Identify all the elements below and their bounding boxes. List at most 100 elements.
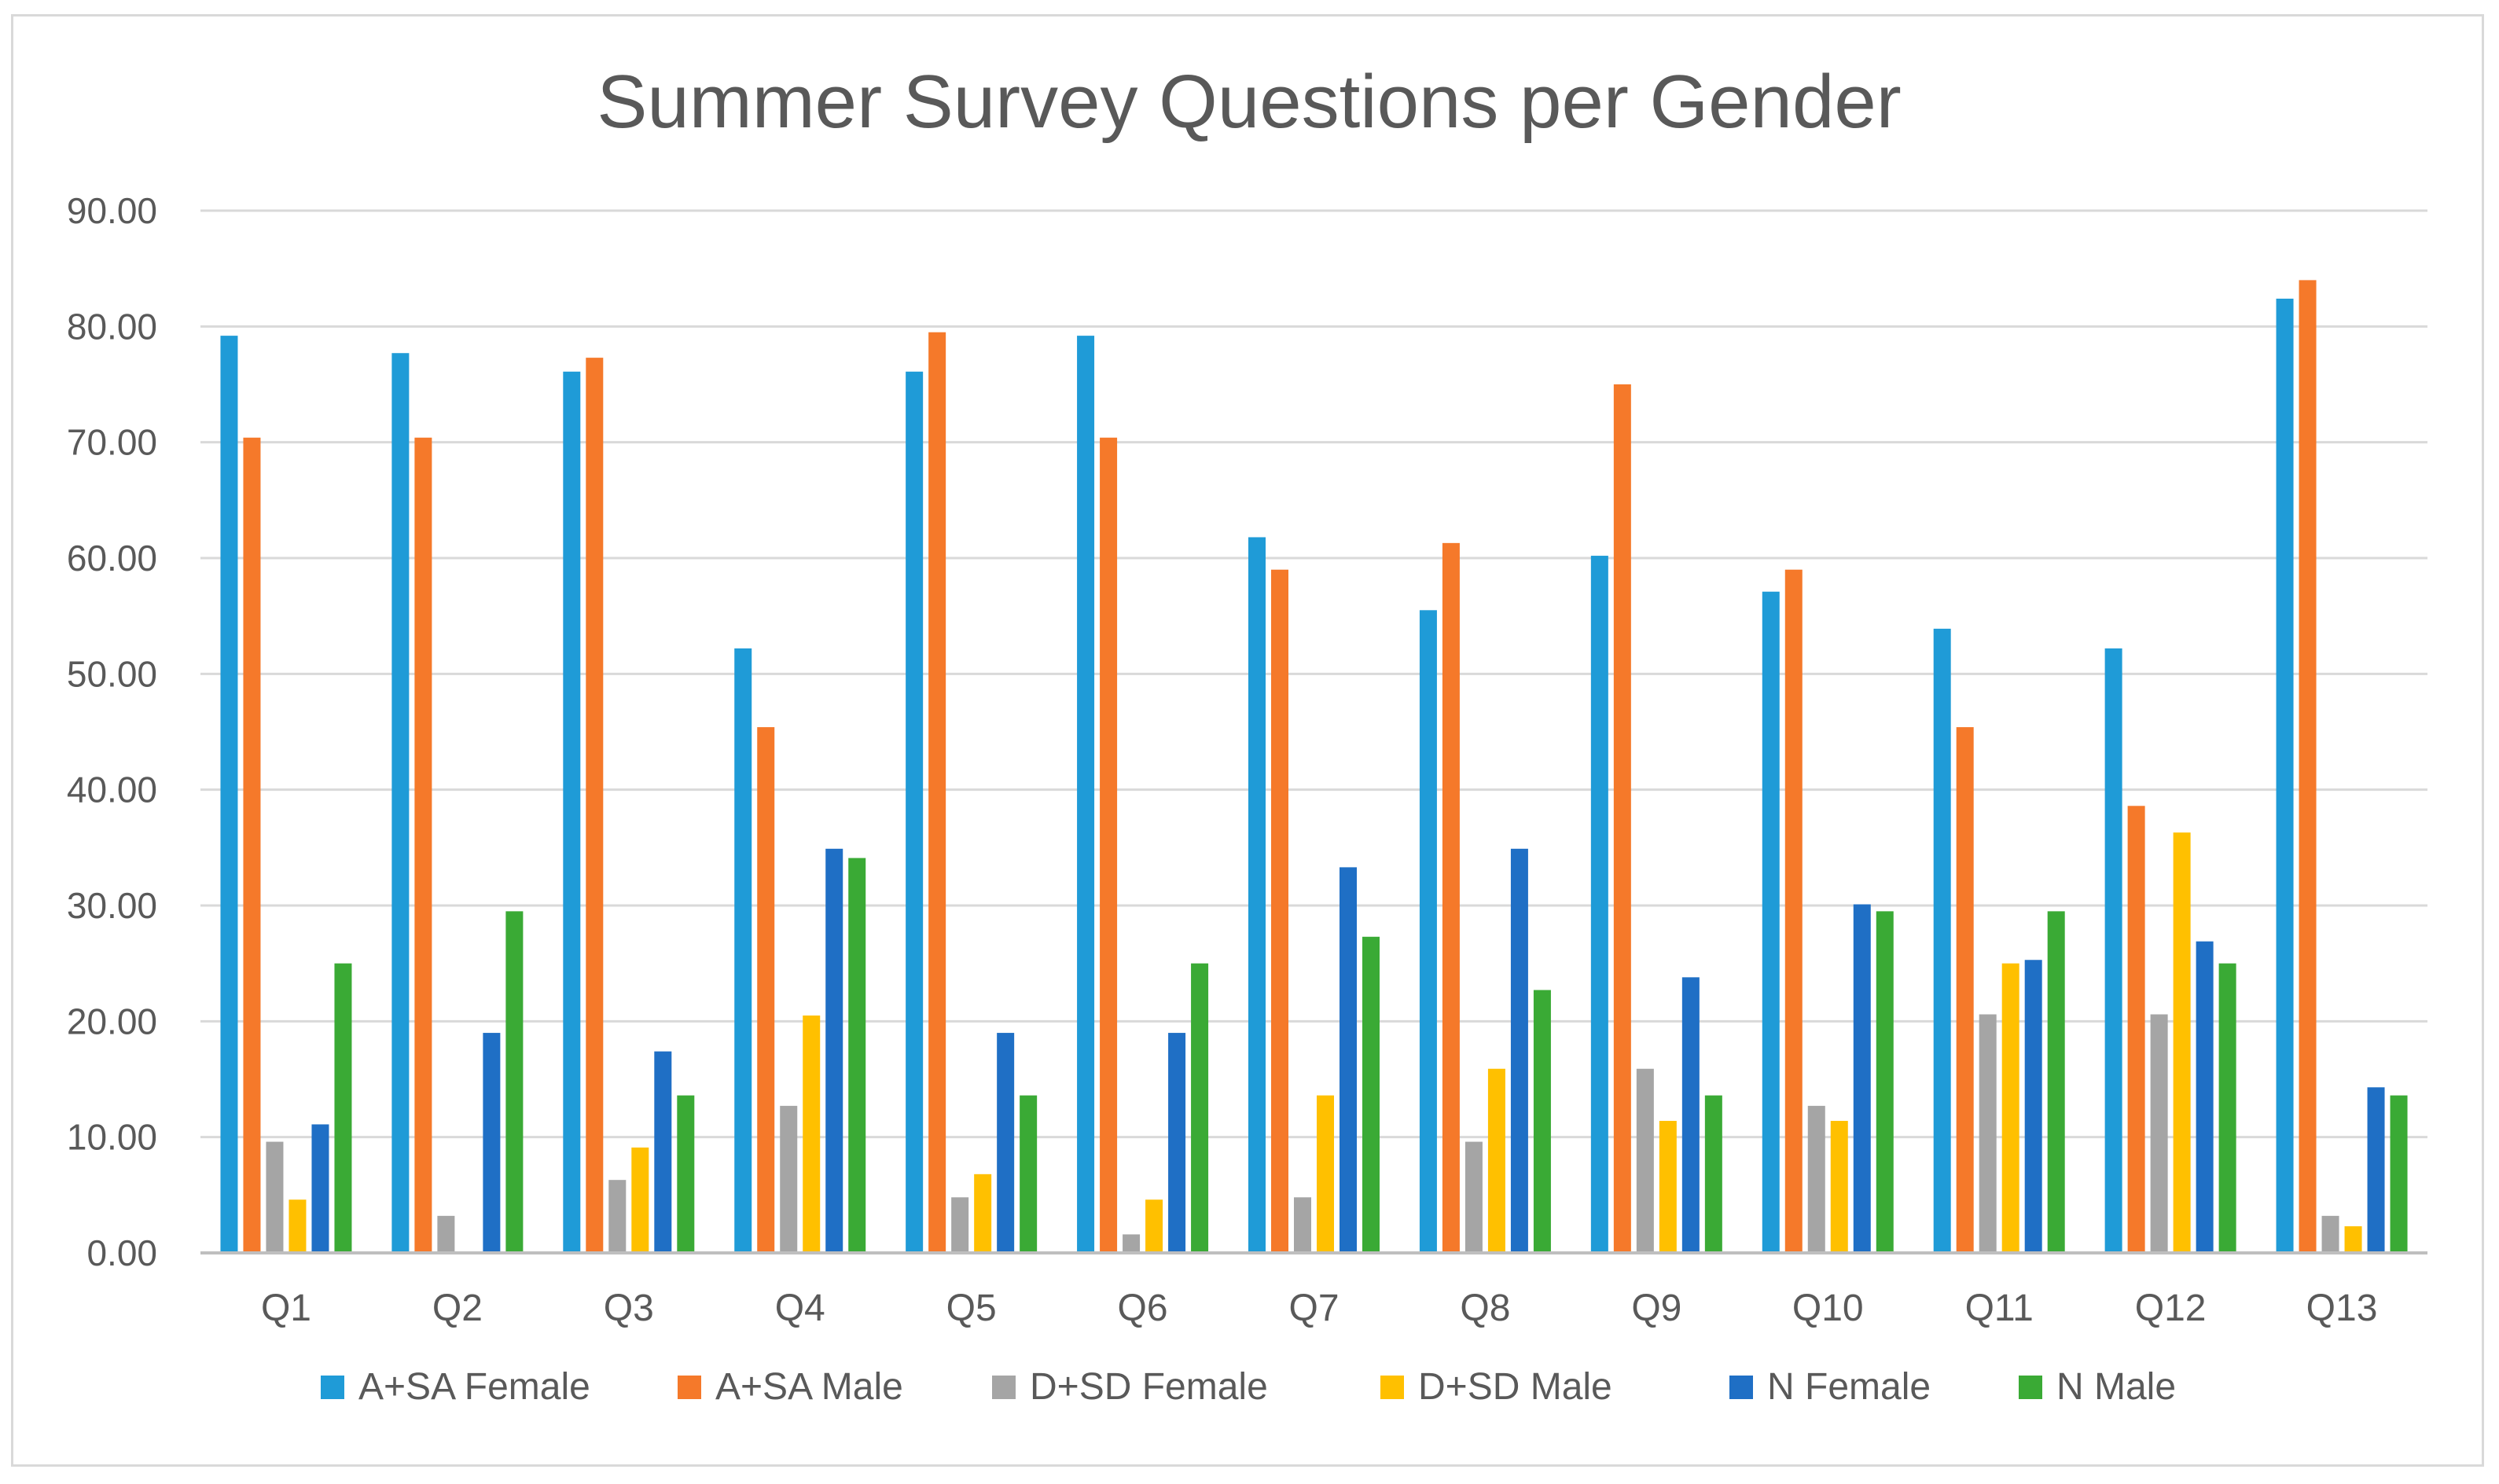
- x-tick-label: Q7: [1288, 1287, 1339, 1329]
- bar-q10-a-sa-male: [1784, 569, 1803, 1253]
- x-tick-label: Q5: [946, 1287, 997, 1329]
- bar-q6-d-sd-female: [1123, 1234, 1141, 1253]
- bar-q5-a-sa-female: [906, 371, 924, 1253]
- bar-q12-n-female: [2196, 941, 2214, 1253]
- bar-q8-n-female: [1510, 848, 1528, 1253]
- bar-q4-n-male: [848, 858, 866, 1253]
- x-tick-label: Q6: [1118, 1287, 1168, 1329]
- y-tick-label: 0.00: [86, 1232, 157, 1273]
- legend-swatch: [1380, 1376, 1404, 1399]
- bar-q4-a-sa-female: [734, 648, 752, 1253]
- bar-q2-n-female: [483, 1033, 501, 1253]
- x-tick-label: Q3: [604, 1287, 654, 1329]
- bar-q2-a-sa-female: [391, 353, 410, 1254]
- y-tick-label: 60.00: [67, 538, 157, 579]
- bar-q8-a-sa-male: [1442, 542, 1460, 1253]
- bar-q12-d-sd-male: [2173, 832, 2191, 1253]
- legend-swatch: [678, 1376, 701, 1399]
- bar-q9-n-female: [1681, 977, 1700, 1253]
- x-tick-label: Q4: [775, 1287, 825, 1329]
- bar-q11-n-male: [2047, 911, 2065, 1253]
- bar-q3-n-male: [677, 1095, 695, 1253]
- bar-q11-d-sd-male: [2001, 963, 2019, 1253]
- bars: [220, 280, 2408, 1254]
- legend-item: A+SA Male: [678, 1366, 903, 1408]
- bar-q1-a-sa-male: [243, 437, 261, 1253]
- legend-label: N Male: [2056, 1366, 2176, 1408]
- bar-q8-n-male: [1533, 990, 1551, 1253]
- legend-label: D+SD Female: [1030, 1366, 1268, 1408]
- bar-q7-a-sa-female: [1248, 537, 1266, 1253]
- bar-q11-n-female: [2024, 960, 2042, 1253]
- y-tick-label: 40.00: [67, 770, 157, 810]
- bar-q11-a-sa-female: [1933, 628, 1951, 1253]
- x-tick-label: Q12: [2135, 1287, 2207, 1329]
- y-tick-label: 20.00: [67, 1001, 157, 1041]
- bar-q7-d-sd-male: [1317, 1095, 1334, 1253]
- bar-q13-a-sa-male: [2299, 280, 2317, 1253]
- bar-q6-a-sa-female: [1077, 336, 1095, 1253]
- legend-label: D+SD Male: [1418, 1366, 1612, 1408]
- bar-q4-n-female: [825, 848, 843, 1253]
- bar-q2-n-male: [505, 911, 524, 1253]
- bar-q10-d-sd-male: [1830, 1121, 1848, 1253]
- x-axis-tick-labels: Q1 Q2 Q3 Q4 Q5 Q6 Q7 Q8 Q9 Q10 Q11 Q12 Q13: [261, 1287, 2377, 1329]
- bar-q12-a-sa-male: [2127, 806, 2145, 1253]
- bar-q4-d-sd-male: [803, 1015, 821, 1253]
- bar-q11-a-sa-male: [1956, 727, 1974, 1253]
- legend-item: A+SA Female: [321, 1366, 590, 1408]
- bar-q13-d-sd-male: [2344, 1226, 2362, 1253]
- chart-title: Summer Survey Questions per Gender: [597, 60, 1901, 144]
- legend-swatch: [1729, 1376, 1753, 1399]
- y-axis-tick-labels: 0.00 10.00 20.00 30.00 40.00 50.00 60.00 70.00 8…: [67, 190, 157, 1273]
- bar-q13-a-sa-female: [2276, 298, 2294, 1253]
- legend-swatch: [992, 1376, 1016, 1399]
- bar-q3-d-sd-female: [608, 1180, 627, 1253]
- bar-q1-a-sa-female: [220, 336, 238, 1253]
- bar-q6-d-sd-male: [1145, 1199, 1163, 1253]
- bar-q12-a-sa-female: [2104, 648, 2122, 1253]
- y-tick-label: 70.00: [67, 422, 157, 463]
- legend-item: D+SD Female: [992, 1366, 1268, 1408]
- legend-swatch: [321, 1376, 344, 1399]
- x-tick-label: Q13: [2306, 1287, 2378, 1329]
- bar-q1-n-male: [334, 963, 352, 1253]
- bar-q5-n-male: [1020, 1095, 1038, 1253]
- x-tick-label: Q10: [1792, 1287, 1864, 1329]
- bar-q6-n-female: [1168, 1033, 1186, 1253]
- x-tick-label: Q8: [1460, 1287, 1510, 1329]
- bar-q9-a-sa-male: [1613, 384, 1631, 1253]
- bar-q10-d-sd-female: [1807, 1105, 1825, 1253]
- legend-label: N Female: [1767, 1366, 1931, 1408]
- bar-q1-n-female: [311, 1124, 329, 1253]
- bar-q8-a-sa-female: [1419, 610, 1437, 1253]
- y-tick-label: 80.00: [67, 306, 157, 347]
- bar-q4-a-sa-male: [757, 727, 775, 1253]
- bar-q8-d-sd-female: [1464, 1141, 1483, 1253]
- y-tick-label: 10.00: [67, 1117, 157, 1158]
- legend-item: N Female: [1729, 1366, 1931, 1408]
- bar-q2-a-sa-male: [414, 437, 432, 1253]
- bar-q1-d-sd-male: [288, 1199, 307, 1253]
- bar-q13-n-male: [2390, 1095, 2408, 1253]
- x-tick-label: Q11: [1965, 1287, 2034, 1329]
- bar-q10-n-female: [1853, 904, 1871, 1253]
- bar-q3-n-female: [654, 1051, 672, 1253]
- bar-q13-n-female: [2367, 1087, 2385, 1253]
- bar-q7-d-sd-female: [1294, 1197, 1311, 1253]
- legend-item: D+SD Male: [1380, 1366, 1612, 1408]
- legend-swatch: [2019, 1376, 2042, 1399]
- y-tick-label: 50.00: [67, 653, 157, 694]
- bar-q5-a-sa-male: [928, 332, 946, 1254]
- legend: A+SA Female A+SA Male D+SD Female D+SD Male…: [321, 1366, 2176, 1408]
- bar-q3-a-sa-male: [586, 358, 604, 1254]
- bar-q6-a-sa-male: [1100, 437, 1118, 1253]
- bar-q12-n-male: [2218, 963, 2236, 1253]
- y-tick-label: 30.00: [67, 885, 157, 926]
- gridlines: [200, 209, 2427, 1139]
- legend-label: A+SA Male: [715, 1366, 903, 1408]
- bar-q9-d-sd-female: [1636, 1068, 1654, 1253]
- bar-q5-d-sd-female: [951, 1197, 969, 1253]
- y-tick-label: 90.00: [67, 190, 157, 231]
